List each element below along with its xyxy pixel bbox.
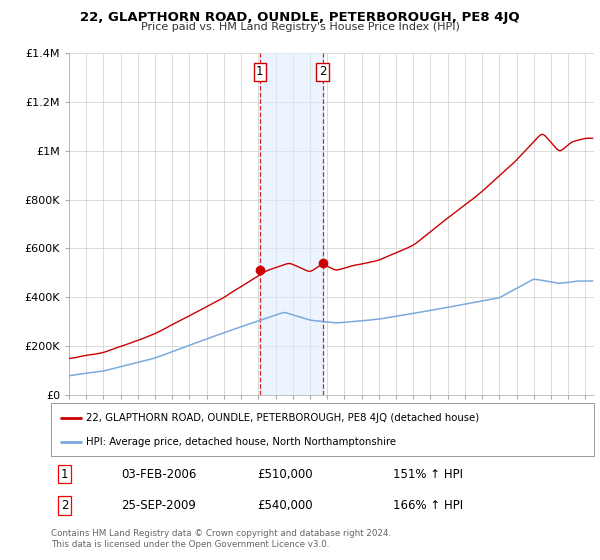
Text: 22, GLAPTHORN ROAD, OUNDLE, PETERBOROUGH, PE8 4JQ: 22, GLAPTHORN ROAD, OUNDLE, PETERBOROUGH… xyxy=(80,11,520,24)
Text: 2: 2 xyxy=(319,65,326,78)
Text: 25-SEP-2009: 25-SEP-2009 xyxy=(122,499,196,512)
Text: Contains HM Land Registry data © Crown copyright and database right 2024.
This d: Contains HM Land Registry data © Crown c… xyxy=(51,529,391,549)
Text: 166% ↑ HPI: 166% ↑ HPI xyxy=(393,499,463,512)
Text: 2: 2 xyxy=(61,499,68,512)
Text: HPI: Average price, detached house, North Northamptonshire: HPI: Average price, detached house, Nort… xyxy=(86,437,396,447)
Text: 22, GLAPTHORN ROAD, OUNDLE, PETERBOROUGH, PE8 4JQ (detached house): 22, GLAPTHORN ROAD, OUNDLE, PETERBOROUGH… xyxy=(86,413,479,423)
Text: Price paid vs. HM Land Registry's House Price Index (HPI): Price paid vs. HM Land Registry's House … xyxy=(140,22,460,32)
Bar xyxy=(260,53,323,395)
Text: 03-FEB-2006: 03-FEB-2006 xyxy=(122,468,197,480)
Text: £510,000: £510,000 xyxy=(257,468,313,480)
Text: 151% ↑ HPI: 151% ↑ HPI xyxy=(393,468,463,480)
Text: £540,000: £540,000 xyxy=(257,499,313,512)
Text: 1: 1 xyxy=(61,468,68,480)
Text: 1: 1 xyxy=(256,65,263,78)
